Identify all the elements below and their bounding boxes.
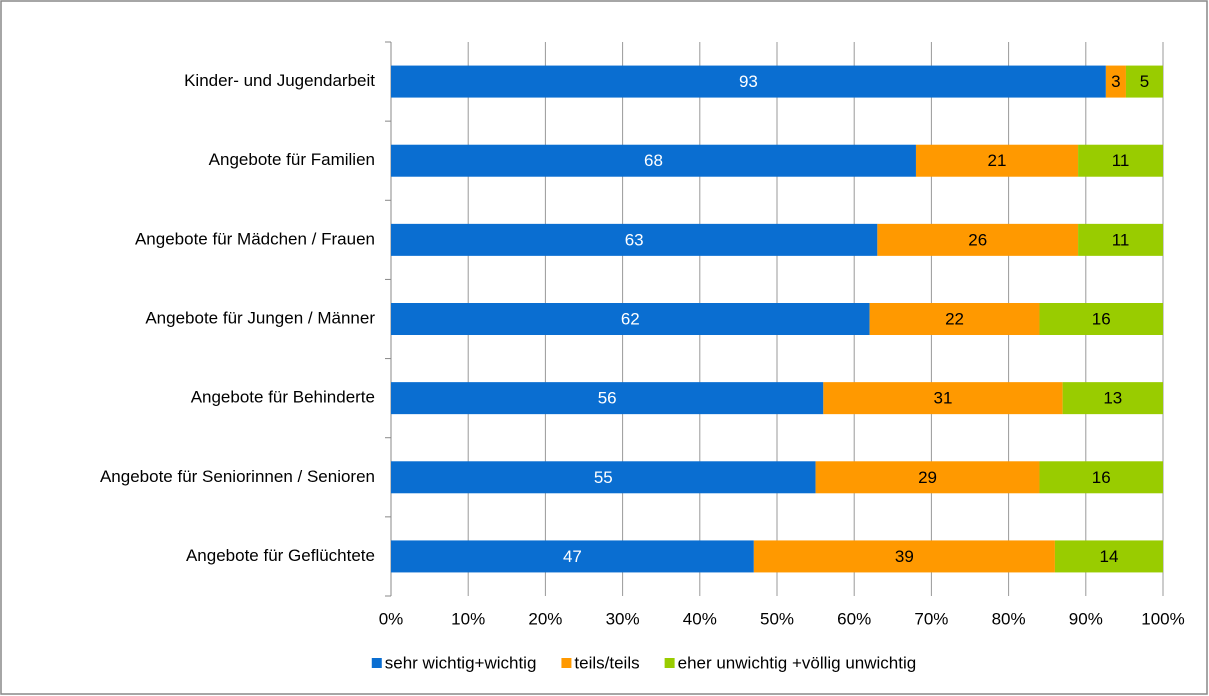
data-label: 39: [895, 547, 914, 566]
y-tick-label: Angebote für Geflüchtete: [186, 546, 375, 565]
data-label: 31: [934, 389, 953, 408]
y-tick-label: Angebote für Seniorinnen / Senioren: [100, 467, 375, 486]
x-tick-label: 80%: [992, 609, 1026, 628]
data-label: 5: [1140, 72, 1149, 91]
data-label: 93: [739, 72, 758, 91]
bar-segment: [391, 223, 878, 256]
legend-swatch: [664, 658, 675, 668]
bar-segment: [391, 540, 754, 573]
bar-segment: [391, 382, 824, 415]
bar-segment: [915, 144, 1079, 177]
data-label: 13: [1103, 389, 1122, 408]
bar-segment: [1062, 382, 1163, 415]
legend-label: teils/teils: [574, 653, 639, 672]
data-label: 14: [1099, 547, 1118, 566]
x-tick-label: 0%: [379, 609, 404, 628]
data-label: 11: [1112, 151, 1130, 170]
bar-segment: [869, 303, 1040, 335]
data-label: 11: [1112, 230, 1130, 249]
bar-segment: [391, 65, 1106, 98]
x-tick-label: 20%: [528, 609, 562, 628]
data-label: 63: [625, 230, 644, 249]
data-label: 55: [594, 468, 613, 487]
data-label: 47: [563, 547, 582, 566]
legend-label: eher unwichtig +völlig unwichtig: [678, 653, 917, 672]
x-tick-label: 30%: [606, 609, 640, 628]
bar-segment: [1078, 223, 1163, 256]
x-tick-label: 50%: [760, 609, 794, 628]
x-tick-label: 90%: [1069, 609, 1103, 628]
bar-segment: [1125, 65, 1163, 98]
bar-segment: [1039, 303, 1163, 335]
x-tick-label: 70%: [914, 609, 948, 628]
data-label: 3: [1111, 72, 1120, 91]
bar-segment: [1078, 144, 1163, 177]
bar-segment: [1105, 65, 1126, 98]
y-tick-label: Angebote für Behinderte: [191, 388, 375, 407]
bar-segment: [877, 223, 1079, 256]
y-tick-label: Kinder- und Jugendarbeit: [184, 71, 375, 90]
legend-label: sehr wichtig+wichtig: [385, 653, 537, 672]
data-label: 21: [988, 151, 1007, 170]
data-label: 16: [1092, 309, 1111, 328]
data-label: 22: [945, 309, 964, 328]
x-tick-label: 10%: [451, 609, 485, 628]
data-label: 26: [968, 230, 987, 249]
data-label: 56: [598, 389, 617, 408]
x-tick-label: 100%: [1141, 609, 1184, 628]
y-tick-label: Angebote für Mädchen / Frauen: [135, 229, 375, 248]
y-tick-label: Angebote für Familien: [209, 150, 375, 169]
bar-segment: [823, 382, 1063, 415]
data-label: 16: [1092, 468, 1111, 487]
bar-segment: [753, 540, 1055, 573]
legend-swatch: [561, 658, 572, 668]
x-tick-label: 40%: [683, 609, 717, 628]
bar-segment: [391, 303, 870, 335]
bar-segment: [1054, 540, 1163, 573]
data-label: 68: [644, 151, 663, 170]
x-tick-label: 60%: [837, 609, 871, 628]
bar-segment: [815, 461, 1040, 494]
data-label: 29: [918, 468, 937, 487]
y-tick-label: Angebote für Jungen / Männer: [145, 308, 375, 327]
legend-swatch: [371, 658, 382, 668]
data-label: 62: [621, 309, 640, 328]
bar-segment: [391, 461, 816, 494]
bar-segment: [391, 144, 916, 177]
bar-segment: [1039, 461, 1163, 494]
